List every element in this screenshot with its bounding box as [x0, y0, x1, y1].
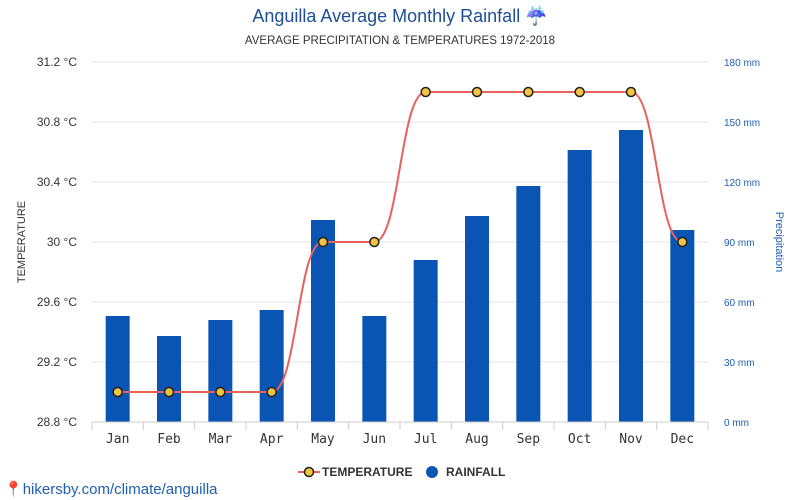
grid-lines	[92, 61, 708, 363]
legend-rainfall-label: RAINFALL	[446, 465, 505, 479]
right-tick-label: 60 mm	[724, 298, 755, 309]
rainfall-bar	[619, 130, 643, 422]
temperature-point	[266, 386, 277, 398]
rainfall-bar	[670, 230, 695, 422]
legend-item-rainfall[interactable]: RAINFALL	[426, 465, 505, 479]
rainfall-bar	[516, 186, 541, 422]
x-tick-label: Feb	[157, 432, 181, 447]
chart-title-text: Anguilla Average Monthly Rainfall	[252, 6, 521, 26]
rainfall-bar	[311, 220, 335, 422]
temperature-point	[677, 236, 688, 248]
rainfall-bar	[105, 316, 130, 422]
left-tick-label: 31.2 °C	[37, 55, 77, 69]
legend-temperature-label: TEMPERATURE	[322, 465, 412, 479]
x-tick-label: Sep	[517, 432, 541, 447]
right-tick-label: 180 mm	[724, 58, 760, 69]
temperature-point	[420, 86, 431, 98]
legend: TEMPERATURE RAINFALL	[298, 465, 505, 479]
temperature-line	[117, 91, 683, 393]
right-tick-label: 0 mm	[724, 418, 749, 429]
umbrella-rain-icon: ☔	[525, 6, 548, 26]
legend-item-temperature[interactable]: TEMPERATURE	[298, 465, 412, 479]
x-tick-label: Jun	[363, 432, 386, 447]
x-tick-label: Jul	[414, 432, 437, 447]
temperature-point	[625, 86, 637, 98]
temperature-point	[215, 386, 226, 398]
rainfall-bar	[413, 260, 438, 422]
right-tick-label: 120 mm	[724, 178, 760, 189]
temperature-point	[471, 86, 483, 98]
x-tick-label: Oct	[568, 432, 591, 447]
rainfall-bar	[208, 320, 233, 422]
temperature-point	[369, 236, 380, 248]
source-link-text: hikersby.com/climate/anguilla	[22, 481, 218, 498]
rainfall-bar	[567, 150, 592, 422]
right-tick-label: 30 mm	[724, 358, 755, 369]
x-tick-label: Nov	[619, 432, 643, 447]
rainfall-bar	[259, 310, 284, 422]
chart-subtitle: AVERAGE PRECIPITATION & TEMPERATURES 197…	[244, 35, 556, 47]
left-tick-label: 29.6 °C	[37, 295, 77, 309]
rainfall-bars	[105, 130, 695, 422]
axes: 28.8 °C 29.2 °C 29.6 °C 30 °C 30.4 °C 30.8 °C…	[37, 55, 760, 447]
temperature-point	[112, 386, 123, 398]
rainfall-bar	[362, 316, 387, 422]
left-tick-label: 30 °C	[47, 235, 77, 249]
temperature-line-group	[117, 91, 683, 393]
right-axis-title: Precipitation	[773, 212, 785, 273]
left-axis-title: TEMPERATURE	[16, 201, 28, 283]
rainfall-bar	[157, 336, 181, 422]
x-tick-label: Dec	[671, 432, 694, 447]
left-tick-label: 28.8 °C	[37, 415, 77, 429]
legend-temperature-marker	[303, 466, 315, 478]
right-tick-label: 150 mm	[724, 118, 760, 129]
temperature-point	[163, 386, 175, 398]
location-pin-icon: 📍	[4, 481, 23, 498]
temperature-point	[523, 86, 534, 98]
temperature-point	[574, 86, 585, 98]
temperature-markers	[112, 86, 688, 398]
x-tick-label: Apr	[260, 432, 284, 447]
rainfall-bar	[465, 216, 489, 422]
x-tick-label: Aug	[465, 432, 488, 447]
left-tick-label: 30.4 °C	[37, 175, 77, 189]
source-link[interactable]: 📍hikersby.com/climate/anguilla	[4, 480, 218, 498]
x-tick-label: Mar	[209, 432, 233, 447]
legend-rainfall-marker	[426, 466, 438, 478]
x-tick-label: May	[311, 432, 335, 447]
right-tick-label: 90 mm	[724, 238, 755, 249]
chart-title: Anguilla Average Monthly Rainfall ☔	[0, 6, 800, 27]
left-tick-label: 29.2 °C	[37, 355, 77, 369]
x-tick-label: Jan	[106, 432, 129, 447]
left-tick-label: 30.8 °C	[37, 115, 77, 129]
temperature-point	[317, 236, 329, 248]
